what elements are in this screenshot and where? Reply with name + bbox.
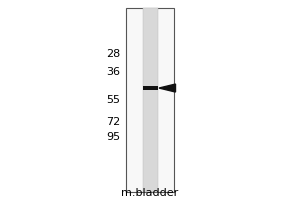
- Bar: [142, 86, 158, 90]
- Text: 36: 36: [106, 67, 120, 77]
- Text: 55: 55: [106, 95, 120, 105]
- Bar: [126, 8, 174, 192]
- Text: 72: 72: [106, 117, 120, 127]
- Bar: [142, 8, 158, 192]
- Text: 95: 95: [106, 132, 120, 142]
- Text: 28: 28: [106, 49, 120, 59]
- Text: m.bladder: m.bladder: [122, 188, 178, 198]
- Polygon shape: [159, 84, 175, 92]
